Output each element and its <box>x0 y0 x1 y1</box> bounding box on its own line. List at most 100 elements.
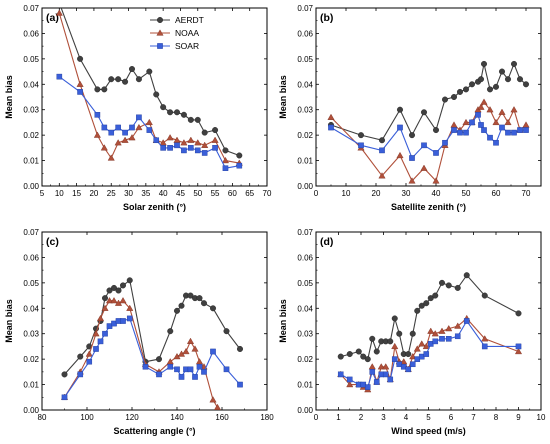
data-point <box>194 116 201 123</box>
x-tick-label: 80 <box>38 413 47 422</box>
plot-frame <box>41 7 268 187</box>
data-point <box>445 325 453 332</box>
data-point <box>369 335 376 342</box>
data-point <box>201 129 208 136</box>
data-point <box>337 371 344 378</box>
y-axis-title: Mean bias <box>4 299 14 343</box>
data-point <box>191 345 199 352</box>
legend: AERDT NOAA SOAR <box>150 15 204 51</box>
series-line <box>330 101 527 183</box>
data-point <box>213 403 222 410</box>
data-point <box>337 353 344 360</box>
data-point <box>442 139 448 146</box>
series-noaa <box>337 314 523 393</box>
data-point <box>194 139 202 146</box>
x-tick-label: 25 <box>107 189 116 198</box>
x-tick-label: 9 <box>516 413 521 422</box>
data-point <box>396 151 404 159</box>
data-point <box>445 282 452 289</box>
data-point <box>382 363 390 370</box>
data-point <box>108 76 115 83</box>
data-point <box>180 111 187 118</box>
data-point <box>86 358 93 365</box>
data-point <box>364 356 371 363</box>
data-point <box>423 300 430 307</box>
data-point <box>122 129 128 136</box>
y-tick-label: 0.06 <box>297 253 313 262</box>
data-point <box>167 145 173 151</box>
data-point <box>515 310 522 317</box>
data-point <box>94 111 101 118</box>
data-point <box>433 127 440 134</box>
data-point <box>126 315 133 322</box>
x-tick-label: 10 <box>342 189 351 198</box>
x-tick-label: 0 <box>314 413 319 422</box>
x-tick-label: 0 <box>314 189 319 198</box>
x-axis-title: Scattering angle (°) <box>113 426 195 436</box>
data-point <box>413 345 421 352</box>
x-tick-label: 120 <box>125 413 139 422</box>
x-tick-label: 3 <box>381 413 386 422</box>
x-tick-label: 5 <box>426 413 431 422</box>
data-point <box>237 381 243 388</box>
data-point <box>409 132 416 139</box>
data-point <box>221 156 230 164</box>
data-point <box>210 348 216 355</box>
data-point <box>492 118 500 126</box>
data-point <box>157 43 163 49</box>
x-axis-title: Solar zenith (°) <box>123 202 186 212</box>
data-point <box>423 351 430 357</box>
y-tick-label: 0.00 <box>23 182 39 191</box>
y-tick-label: 0.04 <box>23 80 39 89</box>
data-point <box>439 336 445 342</box>
data-point <box>108 129 115 136</box>
panel-label: (c) <box>46 236 59 248</box>
y-tick-label: 0.00 <box>297 406 313 415</box>
panel-label: (b) <box>320 12 333 24</box>
data-point <box>369 369 376 375</box>
data-point <box>451 93 458 100</box>
x-tick-label: 50 <box>462 189 471 198</box>
data-point <box>142 363 149 370</box>
data-point <box>126 304 134 311</box>
data-point <box>427 327 435 334</box>
data-point <box>115 76 122 83</box>
data-point <box>156 29 164 36</box>
data-point <box>212 127 219 134</box>
data-point <box>146 68 153 75</box>
data-point <box>422 342 430 350</box>
data-point <box>517 76 524 83</box>
data-point <box>451 127 457 133</box>
x-tick-label: 40 <box>159 189 168 198</box>
data-point <box>212 145 218 151</box>
data-point <box>469 81 476 88</box>
legend-label: SOAR <box>175 41 199 51</box>
x-tick-label: 45 <box>176 189 185 198</box>
data-point <box>387 376 394 383</box>
data-point <box>55 9 63 16</box>
y-tick-label: 0.02 <box>23 355 39 364</box>
data-point <box>110 284 117 291</box>
x-tick-label: 30 <box>402 189 411 198</box>
data-point <box>391 356 398 362</box>
data-point <box>77 371 84 378</box>
data-point <box>478 76 485 83</box>
data-point <box>498 108 506 115</box>
data-point <box>478 122 484 128</box>
data-point <box>487 86 494 93</box>
data-point <box>119 297 127 304</box>
data-point <box>463 318 470 324</box>
data-point <box>194 147 201 154</box>
y-tick-label: 0.05 <box>23 55 39 64</box>
y-tick-label: 0.07 <box>297 4 313 13</box>
data-point <box>126 277 133 284</box>
data-point <box>173 307 180 314</box>
data-point <box>145 118 153 126</box>
x-tick-label: 4 <box>404 413 409 422</box>
chart-panel-1: 5 10 15 20 25 30 35 40 45 50 55 60 65 70 0.00 0.01 0.02 0… <box>4 4 272 212</box>
data-point <box>223 366 230 373</box>
data-point <box>187 116 194 123</box>
y-axis-title: Mean bias <box>278 75 288 119</box>
y-tick-label: 0.01 <box>23 157 39 166</box>
data-point <box>432 338 439 345</box>
